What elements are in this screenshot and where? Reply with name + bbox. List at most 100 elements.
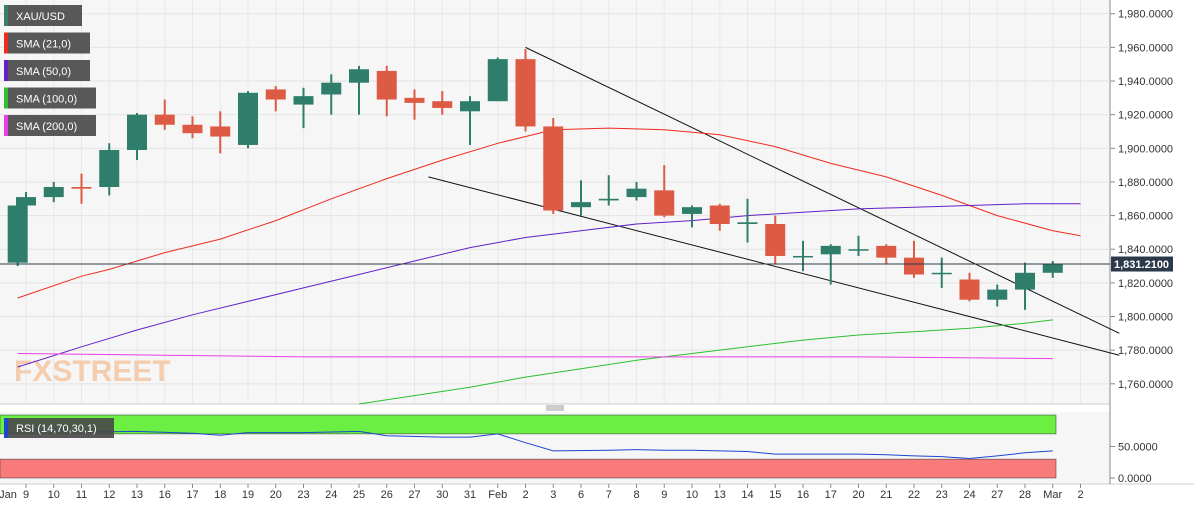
candle	[959, 272, 980, 302]
candle	[709, 203, 730, 231]
pane-resize-handle[interactable]	[546, 405, 564, 411]
time-tick-label: 23	[297, 489, 309, 501]
last-price-tag: 1,831.2100	[1111, 256, 1173, 272]
candle	[7, 203, 28, 267]
candle	[43, 181, 64, 203]
candle	[487, 57, 508, 102]
candle-body	[598, 198, 619, 201]
candle	[293, 87, 314, 129]
rsi-oversold-zone	[0, 458, 1057, 479]
candle-body	[765, 224, 786, 256]
time-tick-label: 2	[522, 489, 528, 501]
time-tick-label: 24	[325, 489, 337, 501]
candle	[793, 240, 813, 272]
time-tick-label: 8	[633, 489, 639, 501]
legend-item[interactable]: XAU/USD	[4, 5, 82, 26]
legend-item[interactable]: SMA (21,0)	[4, 32, 90, 54]
legend-label: SMA (21,0)	[16, 39, 71, 51]
candle	[127, 112, 147, 161]
time-tick-label: Feb	[488, 489, 507, 501]
legend-item-bg	[4, 32, 90, 54]
candle	[460, 96, 480, 145]
price-tick-label: 1,800.0000	[1118, 312, 1173, 324]
time-tick-label: 16	[797, 489, 809, 501]
candle-body	[43, 186, 64, 198]
candle	[682, 205, 702, 228]
candle	[765, 215, 786, 265]
candle-body	[1042, 264, 1063, 273]
candle-body	[182, 124, 203, 134]
legend-label: XAU/USD	[16, 11, 65, 23]
price-tick-label: 1,940.0000	[1118, 76, 1173, 88]
candle	[210, 111, 231, 154]
price-tick-label: 1,820.0000	[1118, 278, 1173, 290]
candle-body	[959, 279, 980, 300]
price-tick-label: 1,760.0000	[1118, 379, 1173, 391]
time-axis[interactable]: Jan 9 10 11 12 13 16 17 18 19 20 23 24 25 26 27 30 31 Feb 2…	[0, 484, 1084, 501]
legend-label: SMA (200,0)	[16, 121, 77, 133]
price-axis[interactable]: 1,980.0000 1,960.0000 1,940.0000 1,920.0000…	[1110, 9, 1173, 391]
candle	[182, 116, 203, 139]
candle-body	[543, 126, 564, 211]
candle	[376, 65, 397, 117]
legend-swatch	[4, 5, 8, 26]
time-tick-label: 16	[159, 489, 171, 501]
candle	[737, 198, 758, 243]
time-tick-label: Mar	[1043, 489, 1062, 501]
candle	[654, 165, 675, 218]
candle	[404, 89, 425, 120]
legend-item[interactable]: SMA (200,0)	[4, 115, 96, 136]
time-tick-label: 17	[186, 489, 198, 501]
rsi-legend[interactable]: RSI (14,70,30,1)	[4, 418, 114, 438]
time-tick-label: 21	[880, 489, 892, 501]
time-tick-label: 9	[661, 489, 667, 501]
candle	[71, 173, 92, 204]
last-price-label: 1,831.2100	[1114, 259, 1169, 271]
candle-body	[376, 70, 397, 100]
candle-body	[987, 289, 1008, 300]
price-tick-label: 1,900.0000	[1118, 143, 1173, 155]
time-tick-label: 18	[214, 489, 226, 501]
candle-body	[127, 114, 147, 150]
candle-body	[349, 69, 369, 83]
time-tick-label: 7	[606, 489, 612, 501]
candle-body	[931, 272, 952, 275]
candle-body	[709, 205, 730, 225]
price-tick-label: 1,980.0000	[1118, 9, 1173, 21]
candle	[598, 175, 619, 206]
candle-body	[460, 101, 480, 112]
rsi-legend-label: RSI (14,70,30,1)	[16, 423, 97, 435]
time-tick-label: 23	[936, 489, 948, 501]
legend-item-bg	[4, 5, 82, 26]
candle-body	[737, 222, 758, 225]
price-tick-label: 1,920.0000	[1118, 110, 1173, 122]
legend-item-bg	[4, 60, 90, 81]
candle	[349, 65, 369, 115]
time-tick-label: 10	[48, 489, 60, 501]
candle	[987, 284, 1008, 307]
price-tick-label: 1,880.0000	[1118, 177, 1173, 189]
candle-body	[238, 92, 258, 145]
legend-swatch	[4, 32, 8, 54]
price-tick-label: 1,860.0000	[1118, 211, 1173, 223]
candle-body	[487, 59, 508, 102]
watermark-logo: FXSTREET	[14, 355, 171, 388]
indicator-line-sma-100-0-	[358, 319, 1053, 405]
candle-body	[682, 207, 702, 214]
price-tick-label: 1,780.0000	[1118, 345, 1173, 357]
legend-item[interactable]: SMA (100,0)	[4, 87, 96, 109]
time-tick-label: 13	[714, 489, 726, 501]
candle-body	[99, 149, 120, 187]
candle-body	[515, 59, 536, 127]
time-tick-label: 2	[1077, 489, 1083, 501]
candle-body	[432, 101, 453, 108]
time-tick-label: 28	[1019, 489, 1031, 501]
candle-body	[626, 188, 647, 198]
candle	[1015, 262, 1035, 310]
candle	[876, 244, 897, 265]
rsi-axis[interactable]: 50.0000 0.0000	[1110, 442, 1158, 486]
legend-item[interactable]: SMA (50,0)	[4, 60, 90, 81]
time-tick-label: 24	[963, 489, 975, 501]
